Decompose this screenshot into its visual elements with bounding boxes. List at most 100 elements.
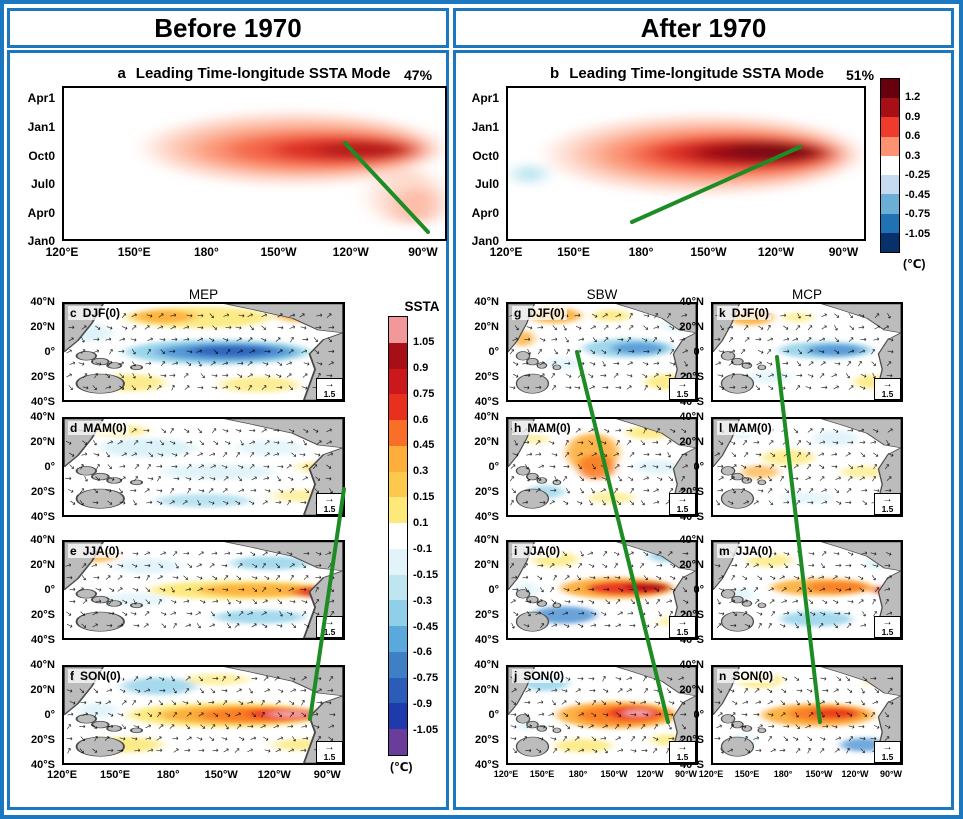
column-title-mcp: MCP <box>792 287 822 302</box>
axis-tick-label: Jan1 <box>27 120 55 135</box>
axis-tick-label: 20°S <box>475 486 499 498</box>
vector-reference-box: → 1.5 <box>874 616 901 638</box>
axis-tick-label: 180° <box>156 769 180 781</box>
axis-tick-label: 40°S <box>31 511 55 523</box>
map-panel-f: → → → → → → → → → → → → → → → → → → → → → → → → → → → → → → → → → → → → → → → →… <box>62 665 345 765</box>
panel-season: MAM(0) <box>728 421 772 435</box>
colorbar-tick-label: -1.05 <box>905 227 931 240</box>
axis-tick-label: 20°N <box>679 559 704 571</box>
axis-tick-label: 0° <box>488 709 499 721</box>
axis-tick-label: 0° <box>693 461 704 473</box>
colorbar-tick-label: 0.9 <box>905 110 921 123</box>
top-colorbar: 1.2 0.9 0.6 0.3 -0.25 -0.45 -0.75 -1.05 <box>880 78 950 253</box>
axis-tick-label: 150°W <box>260 245 297 259</box>
reference-value: 1.5 <box>676 751 689 762</box>
panel-g-tag: g DJF(0) <box>512 306 567 320</box>
header-before: Before 1970 <box>7 8 449 48</box>
reference-arrow-icon: → <box>324 741 335 753</box>
panel-letter: l <box>719 421 723 435</box>
axis-tick-label: Jul0 <box>30 177 55 192</box>
colorbar-tick-label: 1.05 <box>413 335 435 348</box>
reference-value: 1.5 <box>323 503 336 514</box>
after-1970-section: b Leading Time-longitude SSTA Mode 51% Ap… <box>453 50 954 810</box>
axis-tick-label: 0° <box>44 584 55 596</box>
panel-letter: d <box>70 421 78 435</box>
map-contours <box>64 304 343 400</box>
colorbar-tick-label: 0.3 <box>905 149 921 162</box>
axis-tick-label: 40°N <box>679 659 704 671</box>
variance-b: 51% <box>846 67 875 83</box>
axis-tick-label: 150°W <box>600 769 628 779</box>
axis-tick-label: Jul0 <box>474 177 499 192</box>
axis-tick-label: 120°W <box>332 245 369 259</box>
panel-letter: j <box>514 669 518 683</box>
colorbar-tick-label: 0.45 <box>413 439 435 452</box>
panel-f-yaxis: 40°N 20°N 0° 20°S 40°S <box>12 659 58 771</box>
hovmoller-b-plot <box>506 86 866 241</box>
hovmoller-a-plot <box>62 86 447 241</box>
panel-letter: k <box>719 306 726 320</box>
axis-tick-label: 20°S <box>31 486 55 498</box>
header-before-title: Before 1970 <box>154 12 302 43</box>
colorbar-tick-label: 0.15 <box>413 491 435 504</box>
axis-tick-label: 120°W <box>757 245 795 259</box>
axis-tick-label: 0° <box>693 346 704 358</box>
hovmoller-a-yaxis: Apr1 Jan1 Oct0 Jul0 Apr0 Jan0 <box>12 86 58 248</box>
map-contours <box>64 88 445 239</box>
map-contours <box>64 542 343 638</box>
vector-reference-box: → 1.5 <box>316 493 343 515</box>
axis-tick-label: 20°N <box>474 436 499 448</box>
axis-tick-label: 90°W <box>313 769 341 781</box>
top-colorbar-unit: (℃) <box>903 257 926 271</box>
axis-tick-label: 40°S <box>31 634 55 646</box>
axis-tick-label: 90°W <box>674 769 698 779</box>
colorbar-tick-label: 0.3 <box>413 465 429 478</box>
panel-season: JJA(0) <box>523 544 561 558</box>
vector-reference-box: → 1.5 <box>874 378 901 400</box>
panel-l-tag: l MAM(0) <box>717 421 774 435</box>
map-contours <box>64 419 343 515</box>
map-panel-k: → → → → → → → → → → → → → → → → → → → → → → → → → → → → → → → → → → → → → → → →… <box>711 302 903 402</box>
panel-g-yaxis: 40°N 20°N 0° 20°S 40°S <box>456 296 502 408</box>
panel-d-tag: d MAM(0) <box>68 421 129 435</box>
reference-arrow-icon: → <box>677 493 688 505</box>
reference-arrow-icon: → <box>882 616 893 628</box>
axis-tick-label: 20°N <box>679 321 704 333</box>
axis-tick-label: 20°S <box>475 371 499 383</box>
colorbar-tick-label: -0.45 <box>905 188 931 201</box>
axis-tick-label: 40°S <box>475 396 499 408</box>
axis-tick-label: 20°N <box>474 684 499 696</box>
colorbar-tick-label: -1.05 <box>413 724 439 737</box>
axis-tick-label: 120°E <box>493 769 519 779</box>
axis-tick-label: 150°E <box>100 769 131 781</box>
vector-reference-box: → 1.5 <box>669 378 696 400</box>
reference-value: 1.5 <box>881 503 894 514</box>
reference-arrow-icon: → <box>677 378 688 390</box>
colorbar-tick-label: 0.9 <box>413 361 429 374</box>
axis-tick-label: 40°N <box>474 296 499 308</box>
header-after-title: After 1970 <box>640 12 767 43</box>
panel-c-yaxis: 40°N 20°N 0° 20°S 40°S <box>12 296 58 408</box>
axis-tick-label: 40°N <box>474 659 499 671</box>
axis-tick-label: 0° <box>693 709 704 721</box>
reference-value: 1.5 <box>881 388 894 399</box>
panel-f-tag: f SON(0) <box>68 669 123 683</box>
map-panel-l: → → → → → → → → → → → → → → → → → → → → → → → → → → → → → → → → → → → → → → → →… <box>711 417 903 517</box>
vector-reference-box: → 1.5 <box>316 741 343 763</box>
panel-c-tag: c DJF(0) <box>68 306 123 320</box>
mep-xaxis: 120°E 150°E 180° 150°W 120°W 90°W <box>47 769 345 785</box>
axis-tick-label: 40°N <box>30 534 55 546</box>
axis-tick-label: 40°N <box>679 296 704 308</box>
hovmoller-b-yaxis: Apr1 Jan1 Oct0 Jul0 Apr0 Jan0 <box>456 86 502 248</box>
panel-letter: g <box>514 306 522 320</box>
reference-value: 1.5 <box>676 626 689 637</box>
map-panel-c: → → → → → → → → → → → → → → → → → → → → → → → → → → → → → → → → → → → → → → → →… <box>62 302 345 402</box>
hovmoller-b-xaxis: 120°E 150°E 180° 150°W 120°W 90°W <box>490 245 866 261</box>
axis-tick-label: 40°N <box>679 411 704 423</box>
axis-tick-label: 40°N <box>30 411 55 423</box>
axis-tick-label: 40°N <box>30 659 55 671</box>
reference-value: 1.5 <box>676 388 689 399</box>
panel-b-letter: b <box>550 65 560 82</box>
colorbar-tick-label: -0.6 <box>413 646 432 659</box>
